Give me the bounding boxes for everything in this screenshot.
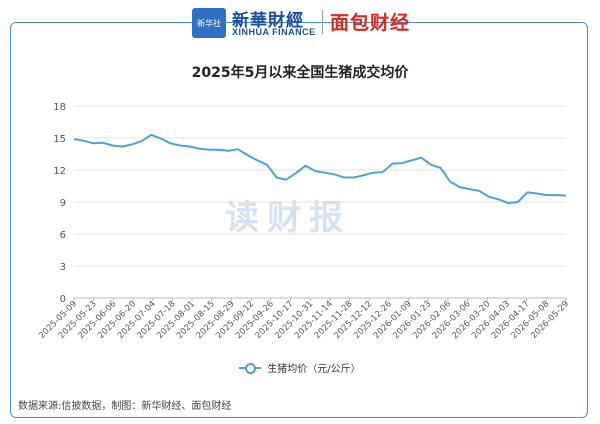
y-tick-label: 0 xyxy=(60,294,66,305)
y-tick-label: 15 xyxy=(53,134,66,145)
watermark: 读财报 xyxy=(225,198,351,238)
y-tick-label: 18 xyxy=(53,102,66,113)
source-note: 数据来源:信披数据，制图：新华财经、面包财经 xyxy=(18,401,232,412)
legend-label: 生猪均价（元/公斤） xyxy=(267,364,361,375)
header: 新华社 新華財經 XINHUA FINANCE 面包财经 xyxy=(0,0,600,44)
series-line xyxy=(73,133,567,205)
y-tick-label: 9 xyxy=(60,198,66,209)
legend-marker-icon xyxy=(239,362,262,374)
y-tick-label: 6 xyxy=(60,230,66,241)
logo-divider xyxy=(322,10,323,34)
chart-frame xyxy=(10,22,588,418)
xinhua-finance-logo-sub: XINHUA FINANCE xyxy=(232,27,316,37)
mianbao-finance-logo: 面包财经 xyxy=(330,12,411,34)
xinhua-logo-icon: 新华社 xyxy=(192,8,226,38)
y-tick-label: 12 xyxy=(53,166,66,177)
xinhua-finance-logo: 新華財經 xyxy=(232,11,304,31)
y-tick-label: 3 xyxy=(60,262,66,273)
legend: 生猪均价（元/公斤） xyxy=(0,360,600,375)
chart-title: 2025年5月以来全国生猪成交均价 xyxy=(191,65,409,81)
